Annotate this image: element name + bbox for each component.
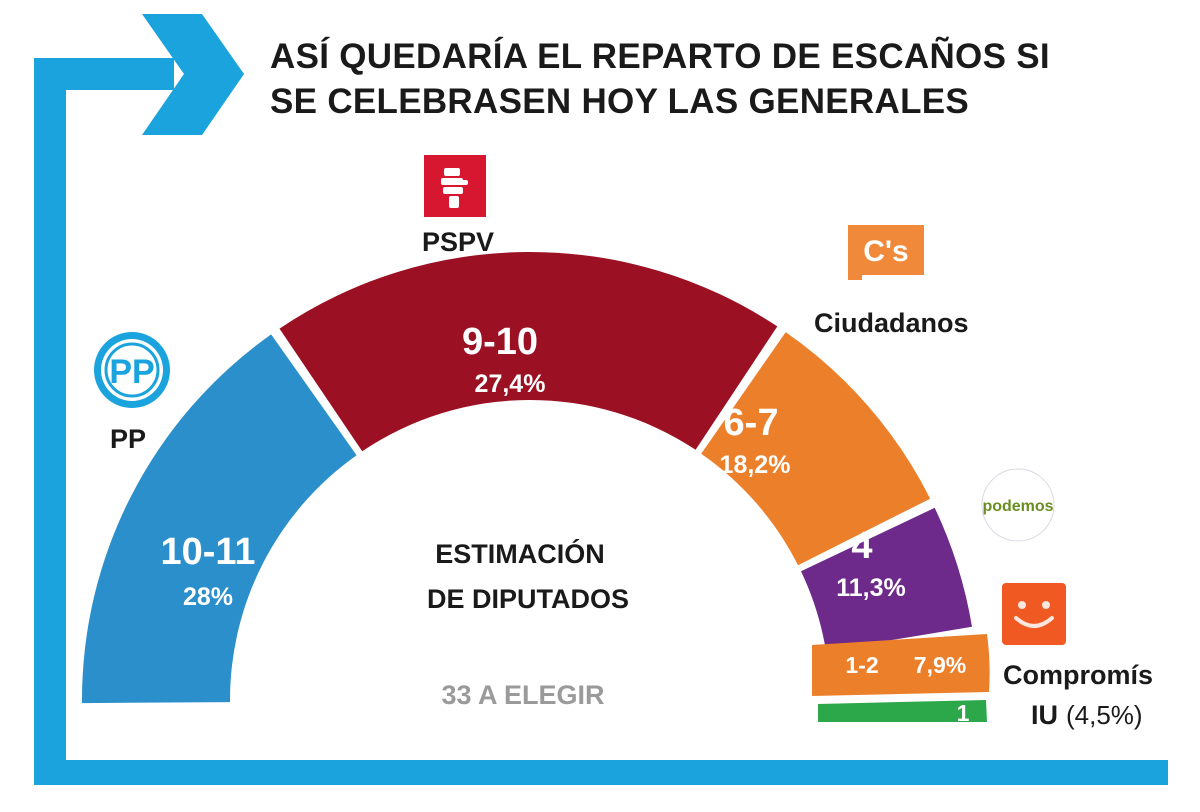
pspv-logo-icon (424, 155, 486, 217)
seats-label-iu: 1 (957, 700, 970, 726)
compromis-logo-icon (1002, 583, 1066, 645)
pct-label-pp: 28% (183, 583, 233, 611)
seat-segments (81, 251, 990, 722)
segment-pspv (279, 251, 778, 452)
party-name-ciudadanos: Ciudadanos (814, 308, 969, 338)
pp-logo-text: PP (109, 353, 154, 391)
segment-podemos (801, 507, 972, 651)
frame (34, 14, 1168, 785)
pct-label-pspv: 27,4% (475, 370, 546, 398)
frame-bottom-bar (34, 760, 1168, 785)
chart-title-line-1: ASÍ QUEDARÍA EL REPARTO DE ESCAÑOS SI (270, 36, 1050, 76)
iu-pct: (4,5%) (1066, 700, 1143, 730)
center-label-line-1: ESTIMACIÓN (435, 538, 605, 569)
seats-label-compromis: 1-2 (845, 652, 878, 678)
arrow-icon (142, 14, 244, 135)
pp-logo-icon: PP (94, 332, 170, 408)
frame-left-bar (34, 58, 66, 785)
pct-label-compromis: 7,9% (914, 652, 966, 678)
podemos-logo-text: podemos (982, 498, 1053, 515)
ciudadanos-logo-icon: C's (848, 225, 924, 280)
podemos-logo-icon: podemos (981, 468, 1055, 542)
pct-label-ciudadanos: 18,2% (720, 451, 791, 479)
segment-iu (818, 700, 987, 722)
chart-title-line-2: SE CELEBRASEN HOY LAS GENERALES (270, 82, 969, 121)
center-label-line-2: DE DIPUTADOS (427, 584, 629, 614)
segment-compromis (812, 634, 990, 696)
iu-name: IU (1031, 700, 1058, 730)
party-name-pp: PP (110, 424, 146, 454)
seats-label-podemos: 4 (851, 525, 872, 567)
party-name-compromis: Compromís (1003, 660, 1153, 690)
seats-label-pp: 10-11 (160, 531, 255, 573)
segment-pp (81, 334, 357, 704)
party-name-iu: IU (4,5%) (1031, 700, 1143, 730)
ciudadanos-logo-text: C's (863, 235, 908, 268)
seats-label-ciudadanos: 6-7 (724, 402, 779, 444)
pct-label-podemos: 11,3% (836, 574, 906, 602)
segment-ciudadanos (701, 332, 931, 566)
frame-top-bar (34, 58, 174, 90)
seats-label-pspv: 9-10 (462, 321, 538, 363)
party-name-pspv: PSPV (422, 227, 494, 257)
total-seats-label: 33 A ELEGIR (441, 680, 604, 710)
